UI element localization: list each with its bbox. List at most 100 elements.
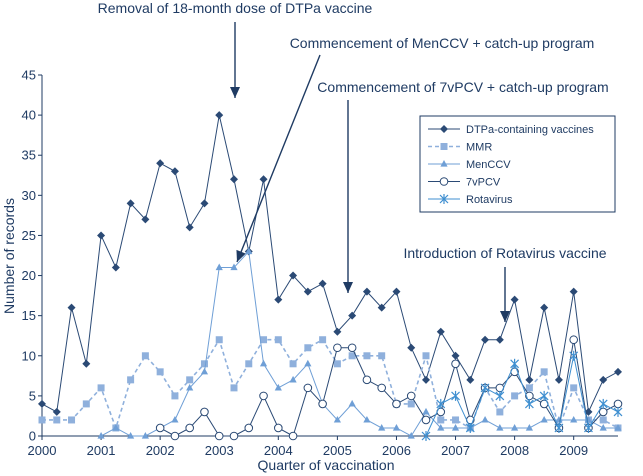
y-tick-label: 0	[29, 429, 36, 444]
y-tick-label: 15	[22, 308, 36, 323]
data-point	[377, 303, 386, 312]
data-point	[82, 359, 91, 368]
x-tick-label: 2007	[441, 443, 470, 458]
data-point	[525, 375, 534, 384]
data-point	[348, 352, 356, 360]
data-point	[511, 423, 519, 431]
data-point	[377, 383, 386, 393]
data-point	[68, 416, 76, 424]
data-point	[186, 376, 194, 384]
annotation-text: Commencement of MenCCV + catch-up progra…	[290, 35, 595, 51]
data-point	[230, 175, 238, 184]
legend-entry: DTPa-containing vaccines	[428, 124, 594, 136]
data-point	[200, 199, 209, 208]
data-point	[245, 360, 253, 368]
data-point	[38, 416, 46, 424]
data-point	[259, 391, 268, 401]
legend-label: MenCCV	[466, 159, 511, 171]
data-point	[82, 400, 90, 408]
y-tick-label: 20	[22, 268, 36, 283]
annotation: Removal of 18-month dose of DTPa vaccine	[98, 0, 373, 98]
legend: DTPa-containing vaccines MMR MenCCV 7vPCV Ro…	[419, 115, 616, 213]
data-point	[421, 415, 431, 425]
annotation: Commencement of MenCCV + catch-up progra…	[236, 35, 595, 263]
y-tick-label: 40	[22, 108, 36, 123]
series-line	[42, 337, 619, 431]
series-menccv	[97, 247, 622, 439]
data-point	[53, 416, 61, 424]
y-tick-label: 5	[29, 388, 36, 403]
data-point	[304, 344, 312, 352]
data-point	[525, 384, 533, 392]
data-point	[481, 415, 489, 423]
data-point	[215, 336, 223, 344]
annotations: Removal of 18-month dose of DTPa vaccine…	[98, 0, 609, 322]
data-point	[481, 335, 490, 344]
data-point	[186, 383, 194, 391]
data-point	[348, 311, 357, 320]
legend-marker	[440, 125, 448, 133]
data-point	[392, 399, 401, 409]
data-point	[495, 335, 504, 344]
y-tick-label: 10	[22, 348, 36, 363]
data-point	[524, 398, 534, 409]
data-point	[259, 175, 268, 184]
data-point	[348, 399, 356, 407]
data-point	[362, 375, 372, 385]
data-point	[127, 432, 135, 439]
data-point	[465, 422, 475, 433]
series-layer	[38, 111, 623, 441]
data-point	[436, 398, 446, 409]
x-tick-label: 2006	[382, 443, 411, 458]
data-point	[215, 263, 223, 271]
data-point	[289, 271, 298, 280]
data-point	[539, 390, 549, 401]
annotation-text: Introduction of Rotavirus vaccine	[403, 245, 606, 261]
data-point	[540, 303, 549, 312]
legend-label: Rotavirus	[466, 194, 513, 206]
data-point	[437, 416, 445, 424]
x-tick-label: 2005	[323, 443, 352, 458]
data-point	[333, 415, 341, 423]
data-point	[496, 408, 504, 416]
data-point	[259, 359, 268, 367]
data-point	[67, 303, 76, 312]
data-point	[245, 247, 253, 255]
data-point	[569, 335, 578, 345]
data-point	[378, 423, 386, 431]
data-point	[170, 167, 179, 176]
data-point	[200, 407, 209, 417]
legend-marker	[439, 194, 449, 204]
x-tick-label: 2004	[264, 443, 293, 458]
data-point	[614, 423, 622, 431]
data-point	[451, 359, 460, 369]
data-point	[333, 343, 342, 353]
data-point	[214, 431, 224, 441]
axes: 0 5 10 15 20 25 30 35 40 45 2000 2001 2002 2003 2004 20…	[22, 68, 618, 458]
data-point	[230, 384, 238, 392]
data-point	[141, 215, 150, 224]
data-point	[274, 336, 282, 344]
data-point	[451, 390, 460, 401]
arrow-head	[230, 87, 240, 98]
data-point	[436, 327, 445, 336]
data-point	[289, 360, 297, 368]
data-point	[156, 159, 165, 168]
arrow-head	[343, 282, 353, 293]
annotation-text: Removal of 18-month dose of DTPa vaccine	[98, 0, 373, 16]
x-tick-label: 2000	[28, 443, 57, 458]
annotation-arrow	[236, 54, 321, 263]
data-point	[171, 415, 179, 423]
y-tick-label: 45	[22, 68, 36, 83]
x-tick-label: 2002	[146, 443, 175, 458]
arrow-head	[500, 311, 510, 322]
legend-entry: Rotavirus	[428, 194, 513, 206]
data-point	[452, 416, 460, 424]
data-point	[274, 383, 282, 391]
data-point	[569, 287, 578, 296]
data-point	[362, 287, 371, 296]
data-point	[451, 423, 460, 431]
data-point	[97, 384, 105, 392]
x-tick-label: 2009	[559, 443, 588, 458]
data-point	[289, 375, 297, 383]
